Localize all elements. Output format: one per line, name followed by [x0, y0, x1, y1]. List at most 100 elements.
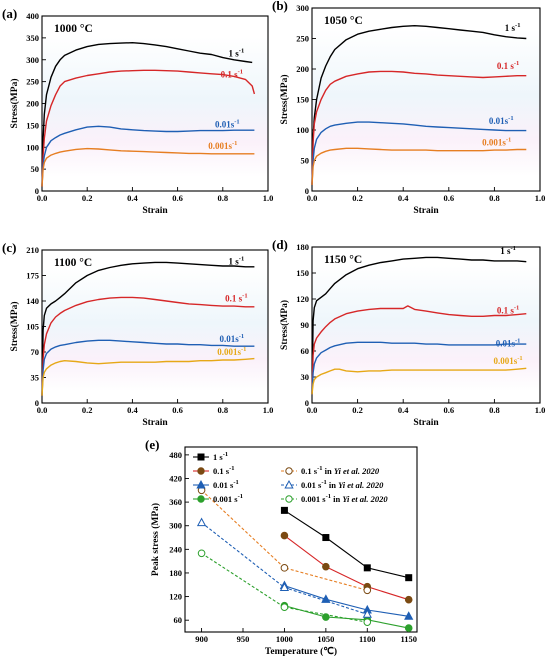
y-tick-label: 210 — [26, 245, 39, 255]
y-tick-label: 105 — [26, 322, 39, 332]
panel-label: (d) — [272, 237, 288, 252]
x-axis-label: Strain — [413, 206, 439, 216]
x-tick-label: 0.0 — [307, 405, 318, 415]
y-tick-label: 100 — [296, 125, 309, 135]
panel-label: (e) — [145, 437, 159, 452]
x-axis-label: Strain — [142, 206, 168, 216]
series-line — [284, 535, 409, 601]
y-tick-label: 400 — [26, 11, 39, 21]
y-tick-label: 140 — [26, 296, 39, 306]
series-label: 0.01s-1 — [219, 333, 244, 344]
legend-marker — [285, 495, 293, 503]
y-tick-label: 150 — [296, 95, 309, 105]
series-label: 0.001s-1 — [208, 140, 237, 151]
y-tick-label: 360 — [169, 497, 182, 507]
chart-panel-4: 0.0 0.2 0.4 0.6 0.8 1.0 0 30 60 90 120 150 180 Strain… — [272, 237, 545, 428]
legend-label: 0.001 s-1 in Yi et al. 2020 — [301, 493, 388, 504]
x-tick-label: 1100 — [359, 634, 376, 644]
x-axis-label: Strain — [142, 418, 168, 428]
data-point — [404, 624, 413, 632]
x-tick-label: 0.8 — [489, 193, 500, 203]
x-tick-label: 1.0 — [263, 193, 274, 203]
data-point — [363, 618, 372, 626]
x-tick-label: 0.0 — [37, 193, 48, 203]
y-tick-label: 100 — [26, 142, 39, 152]
data-point — [280, 603, 289, 612]
x-tick-label: 0.2 — [82, 193, 93, 203]
panel-label: (c) — [2, 240, 16, 255]
y-tick-label: 150 — [26, 120, 39, 130]
series-line — [284, 605, 409, 629]
series-line — [311, 341, 527, 395]
y-tick-label: 175 — [26, 271, 39, 281]
y-tick-label: 60 — [301, 346, 310, 356]
legend-label: 0.1 s-1 in Yi et al. 2020 — [301, 465, 380, 476]
series-label: 0.1 s-1 — [497, 60, 519, 71]
y-axis-label: Stress(MPa) — [279, 75, 290, 125]
x-tick-label: 0.6 — [172, 405, 183, 415]
plot-background — [42, 268, 268, 391]
legend-label: 0.001 s-1 — [213, 493, 243, 504]
series-line — [41, 339, 255, 396]
series-line — [41, 147, 255, 187]
chart-panel-1: 0.0 0.2 0.4 0.6 0.8 1.0 0 50 100 150 200 250 300 350 4… — [2, 6, 273, 216]
series-label: 0.01s-1 — [215, 119, 240, 130]
legend-label: 1 s-1 — [213, 451, 228, 462]
x-tick-label: 1.0 — [263, 405, 274, 415]
y-tick-label: 180 — [296, 242, 309, 252]
series-line — [311, 147, 527, 185]
y-tick-label: 300 — [26, 55, 39, 65]
y-tick-label: 0 — [35, 186, 39, 196]
series-label: 0.001s-1 — [217, 346, 246, 357]
x-tick-label: 0.6 — [443, 405, 454, 415]
data-point — [363, 586, 372, 595]
y-tick-label: 90 — [301, 320, 310, 330]
x-tick-label: 0.4 — [127, 405, 138, 415]
y-tick-label: 50 — [31, 164, 40, 174]
series-line — [311, 121, 527, 185]
series-line — [201, 552, 368, 623]
y-tick-label: 35 — [31, 373, 40, 383]
legend-marker — [197, 453, 205, 461]
series-label: 1 s-1 — [229, 47, 245, 58]
plot-background — [312, 29, 540, 177]
y-tick-label: 250 — [296, 34, 309, 44]
y-tick-label: 300 — [169, 521, 182, 531]
series-line — [201, 489, 368, 591]
y-tick-label: 300 — [296, 3, 309, 13]
y-tick-label: 150 — [296, 268, 309, 278]
panel-label: (a) — [2, 6, 17, 21]
y-tick-label: 30 — [301, 372, 310, 382]
series-label: 0.001s-1 — [482, 136, 511, 147]
y-tick-label: 0 — [305, 186, 309, 196]
x-tick-label: 0.8 — [217, 193, 228, 203]
data-point — [280, 564, 289, 572]
y-tick-label: 0 — [35, 398, 39, 408]
x-tick-label: 0.4 — [398, 405, 409, 415]
series-line — [311, 70, 527, 185]
plot-background — [312, 265, 540, 391]
series-line — [311, 305, 527, 395]
x-tick-label: 1.0 — [535, 405, 546, 415]
data-point — [280, 506, 288, 514]
legend-marker — [285, 467, 293, 475]
data-point — [280, 531, 289, 540]
series-line — [284, 509, 409, 579]
series-label: 0.01s-1 — [496, 338, 521, 349]
legend-marker — [197, 495, 205, 503]
series-line — [41, 69, 256, 187]
series-line — [41, 261, 255, 396]
series-label: 0.01s-1 — [489, 115, 514, 126]
data-point — [404, 595, 413, 604]
data-point — [362, 609, 372, 618]
legend-marker — [196, 479, 206, 489]
data-point — [197, 549, 206, 558]
series-label: 0.001s-1 — [493, 355, 522, 366]
series-label: 0.1 s-1 — [225, 293, 247, 304]
x-tick-label: 900 — [195, 634, 208, 644]
y-tick-label: 70 — [31, 347, 40, 357]
x-tick-label: 0.2 — [352, 193, 363, 203]
series-label: 1 s-1 — [505, 22, 521, 33]
y-tick-label: 420 — [169, 473, 182, 483]
chart-panel-2: 0.0 0.2 0.4 0.6 0.8 1.0 0 50 100 150 200 250 300 Stra… — [272, 0, 545, 216]
